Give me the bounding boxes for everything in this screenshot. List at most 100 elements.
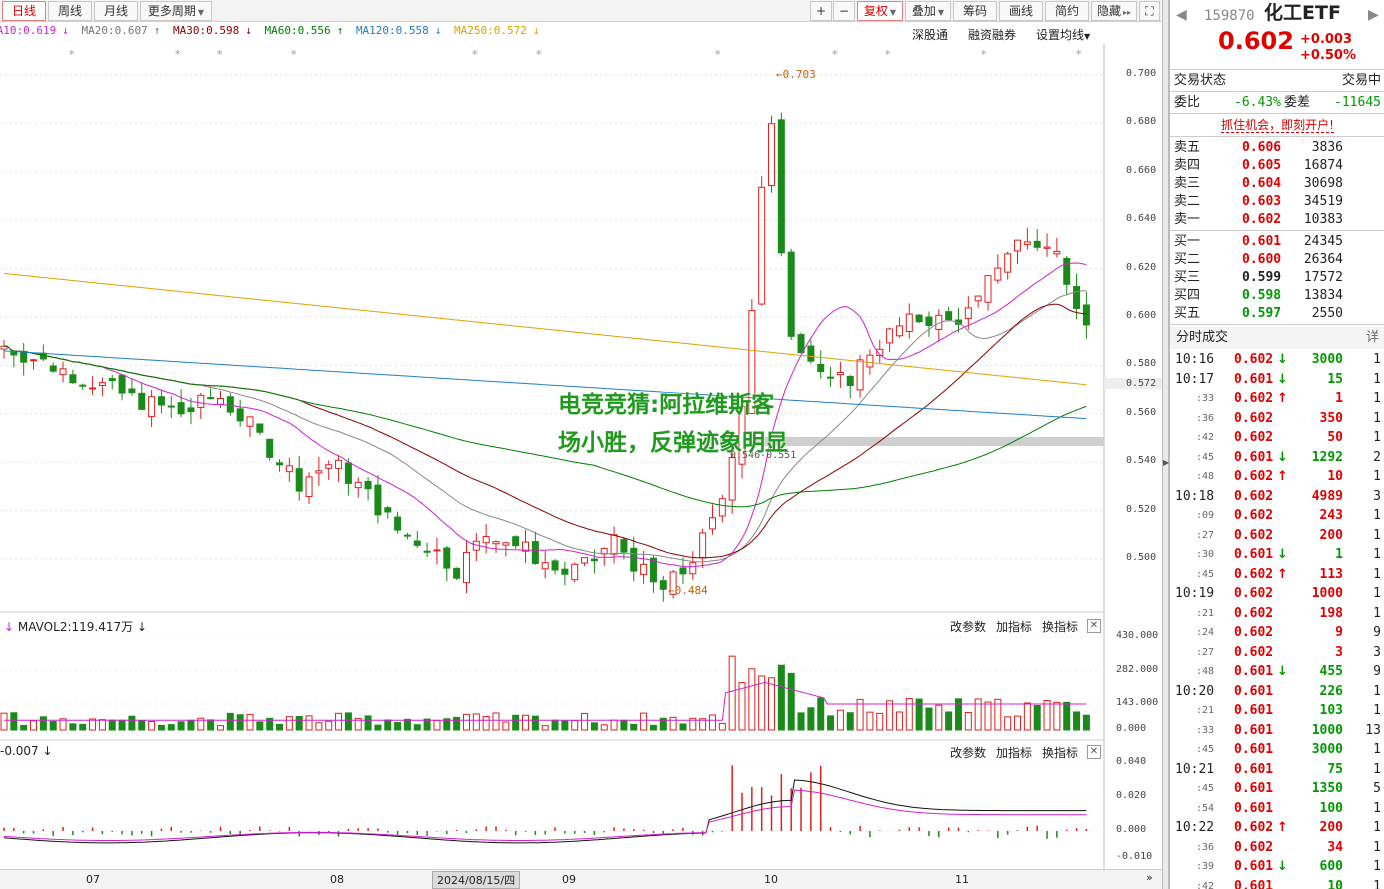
tick-price: 0.601	[1234, 859, 1274, 874]
ma250-line	[3, 272, 1087, 386]
volume-bar	[502, 721, 510, 731]
tick-count: 1	[1373, 371, 1381, 387]
zoom-in-button[interactable]: +	[810, 1, 832, 21]
candle-body	[98, 382, 106, 386]
panel-splitter[interactable]: ▶	[1162, 0, 1169, 889]
candle-body	[1033, 240, 1041, 248]
candle-body	[492, 541, 500, 545]
fullscreen-button[interactable]: ⛶	[1139, 1, 1160, 21]
tick-time: 10:18	[1175, 488, 1215, 504]
vol-close-button[interactable]: ✕	[1087, 619, 1101, 633]
volume-bar	[994, 698, 1002, 731]
tab-more-periods[interactable]: 更多周期 ▼	[140, 1, 212, 21]
quote-price-row: 0.602 +0.003 +0.50%	[1170, 29, 1384, 64]
candle-body	[738, 406, 746, 465]
link-set-ma[interactable]: 设置均线▼	[1036, 26, 1090, 43]
candle-body	[964, 307, 972, 320]
candle-body	[305, 476, 313, 497]
price-tick: 0.540	[1126, 455, 1157, 467]
volume-bar	[266, 717, 274, 731]
scroll-right-icon[interactable]: »	[1146, 871, 1153, 884]
candle-body	[335, 459, 343, 469]
bid-level-5: 买五 0.597 2550	[1170, 305, 1384, 323]
hide-button[interactable]: 隐藏 ▸▸	[1091, 1, 1137, 21]
date-axis: 07 08 2024/08/15/四 09 10 11 »	[0, 869, 1162, 889]
draw-line-button[interactable]: 画线	[999, 1, 1043, 21]
simple-mode-button[interactable]: 简约	[1045, 1, 1089, 21]
date-tick: 07	[86, 873, 100, 886]
bid-level-price: 0.599	[1242, 270, 1282, 285]
tab-weekly[interactable]: 周线	[48, 1, 92, 21]
macd-switch-indicator[interactable]: 换指标	[1042, 746, 1079, 760]
overlay-button[interactable]: 叠加 ▼	[905, 1, 951, 21]
tick-price: 0.601	[1234, 781, 1274, 796]
tick-row: :36 0.602 350 1	[1170, 410, 1384, 428]
candle-body	[443, 547, 451, 569]
tick-count: 9	[1373, 625, 1381, 640]
macd-dif-line	[3, 779, 1087, 844]
tick-count: 3	[1373, 488, 1381, 504]
tick-count: 1	[1373, 410, 1381, 426]
candle-body	[453, 567, 461, 579]
link-margin-trading[interactable]: 融资融券	[968, 28, 1017, 42]
stock-code: 159870	[1204, 8, 1255, 24]
vol-edit-params[interactable]: 改参数	[950, 620, 987, 634]
volume-bar	[305, 715, 313, 731]
volume-bar	[649, 724, 657, 731]
event-star-marker: *	[832, 48, 838, 61]
arrow-down-icon: ↓	[1277, 352, 1288, 367]
tick-count: 1	[1373, 352, 1381, 367]
link-shenzhen-connect[interactable]: 深股通	[912, 28, 949, 42]
prev-stock-icon[interactable]: ◀	[1176, 7, 1187, 23]
event-star-marker: *	[217, 48, 223, 61]
volume-bar	[708, 714, 716, 731]
volume-bar	[581, 712, 589, 731]
promo-banner[interactable]: 抓住机会，即刻开户!	[1170, 116, 1384, 134]
candle-body	[344, 462, 352, 484]
volume-bar	[689, 717, 697, 731]
vol-switch-indicator[interactable]: 换指标	[1042, 620, 1079, 634]
volume-bar	[138, 720, 146, 731]
tick-row: :36 0.602 34 1	[1170, 839, 1384, 857]
tick-volume: 10	[1327, 469, 1343, 484]
event-star-marker: *	[472, 48, 478, 61]
price-band	[720, 437, 1104, 446]
volume-bar	[1033, 704, 1041, 731]
volume-bar	[787, 672, 795, 731]
volume-bar	[197, 717, 205, 731]
vol-add-indicator[interactable]: 加指标	[996, 620, 1033, 634]
tick-row: 10:20 0.601 226 1	[1170, 683, 1384, 701]
weibi-label: 委比	[1174, 95, 1201, 110]
macd-edit-params[interactable]: 改参数	[950, 746, 987, 760]
candle-body	[433, 549, 441, 552]
promo-link[interactable]: 抓住机会，即刻开户!	[1221, 118, 1334, 133]
ask-level-label: 卖二	[1174, 194, 1201, 209]
volume-bar	[226, 712, 234, 731]
candle-body	[502, 542, 510, 546]
tab-daily[interactable]: 日线	[2, 1, 46, 21]
tick-volume: 200	[1319, 820, 1343, 835]
macd-close-button[interactable]: ✕	[1087, 745, 1101, 759]
tick-time: :27	[1196, 646, 1215, 658]
tick-row: :24 0.602 9 9	[1170, 624, 1384, 642]
macd-add-indicator[interactable]: 加指标	[996, 746, 1033, 760]
macd-tick: 0.000	[1116, 824, 1147, 835]
zoom-out-button[interactable]: −	[833, 1, 855, 21]
trade-status-value: 交易中	[1341, 73, 1381, 88]
tick-count: 1	[1373, 859, 1381, 874]
ask-level-4: 卖二 0.603 34519	[1170, 193, 1384, 211]
candle-body	[89, 387, 97, 390]
volume-bar	[748, 668, 756, 731]
restore-rights-button[interactable]: 复权 ▼	[857, 1, 903, 21]
ticks-detail-link[interactable]: 详	[1365, 330, 1379, 345]
price-tick: 0.600	[1126, 310, 1157, 321]
candle-body	[610, 534, 618, 555]
ma60-label: MA60:0.556	[264, 24, 331, 37]
volume-bar	[876, 712, 884, 731]
kline-chart[interactable]: ←0.703 ←0.484 0.546-0.551 * * * * * * * * * * *	[0, 44, 1162, 869]
tab-monthly[interactable]: 月线	[94, 1, 138, 21]
arrow-up-icon: ↑	[336, 24, 344, 37]
chips-button[interactable]: 筹码	[953, 1, 997, 21]
next-stock-icon[interactable]: ▶	[1368, 7, 1379, 23]
candle-body	[551, 560, 559, 571]
